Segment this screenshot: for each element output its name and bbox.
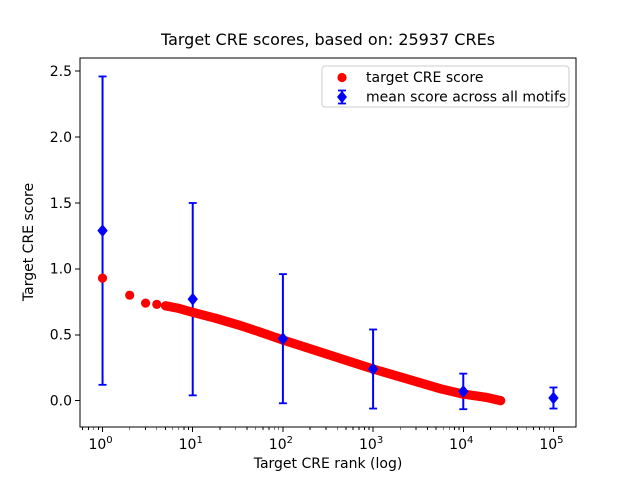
x-major-ticks: 100 101 102 103 104 105: [88, 427, 564, 453]
y-tick-label: 2.0: [50, 130, 72, 146]
mean-score-diamond: [97, 224, 108, 238]
x-tick-label: 105: [539, 435, 563, 453]
chart-title: Target CRE scores, based on: 25937 CREs: [160, 30, 495, 49]
target-score-dot: [97, 273, 108, 283]
target-score-dot: [345, 357, 356, 367]
y-tick-label: 1.5: [50, 196, 72, 212]
mean-score-diamond: [548, 391, 559, 405]
target-score-dot: [141, 298, 151, 308]
target-score-dot: [300, 342, 311, 352]
mean-score-diamond: [367, 362, 379, 376]
target-score-dot: [413, 377, 423, 387]
target-cre-score-series: [97, 273, 506, 406]
y-tick-label: 2.5: [50, 64, 72, 80]
target-score-dot: [161, 301, 171, 311]
target-score-dot: [391, 371, 401, 381]
x-axis-label: Target CRE rank (log): [253, 456, 403, 472]
target-score-dot: [174, 303, 184, 313]
target-score-dot: [211, 313, 221, 323]
y-major-ticks: 0.0 0.5 1.0 1.5 2.0 2.5: [50, 64, 80, 409]
mean-score-diamond-markers: [97, 224, 559, 405]
x-tick-label: 103: [359, 435, 383, 453]
plot-area: [79, 57, 577, 428]
y-axis-label: Target CRE score: [21, 183, 37, 302]
target-score-dot: [323, 349, 333, 360]
x-minor-ticks: [82, 427, 550, 430]
legend-entry-target: target CRE score: [366, 70, 483, 86]
target-score-dot: [496, 396, 506, 406]
legend: target CRE score mean score across all m…: [321, 65, 570, 108]
x-tick-label: 104: [449, 435, 473, 453]
target-score-dot: [125, 290, 135, 300]
target-score-dot: [233, 320, 243, 330]
legend-entry-mean: mean score across all motifs: [366, 90, 566, 106]
mean-score-diamond: [458, 385, 469, 398]
x-tick-label: 101: [179, 435, 203, 453]
target-score-dot: [188, 307, 198, 317]
y-tick-label: 1.0: [50, 262, 72, 278]
x-tick-label: 102: [269, 435, 293, 453]
legend-blue-diamond-errorbar-icon: [337, 89, 347, 105]
target-score-dot: [152, 299, 162, 309]
mean-score-diamond: [187, 292, 198, 306]
legend-box: [321, 65, 570, 108]
target-score-dot: [255, 327, 265, 337]
x-tick-label: 100: [88, 435, 112, 453]
mean-score-diamond: [277, 332, 289, 346]
y-tick-label: 0.5: [50, 328, 72, 344]
y-tick-label: 0.0: [50, 393, 72, 409]
legend-red-circle-icon: [337, 72, 347, 83]
target-score-dot: [436, 384, 446, 394]
target-score-dot: [481, 392, 491, 402]
